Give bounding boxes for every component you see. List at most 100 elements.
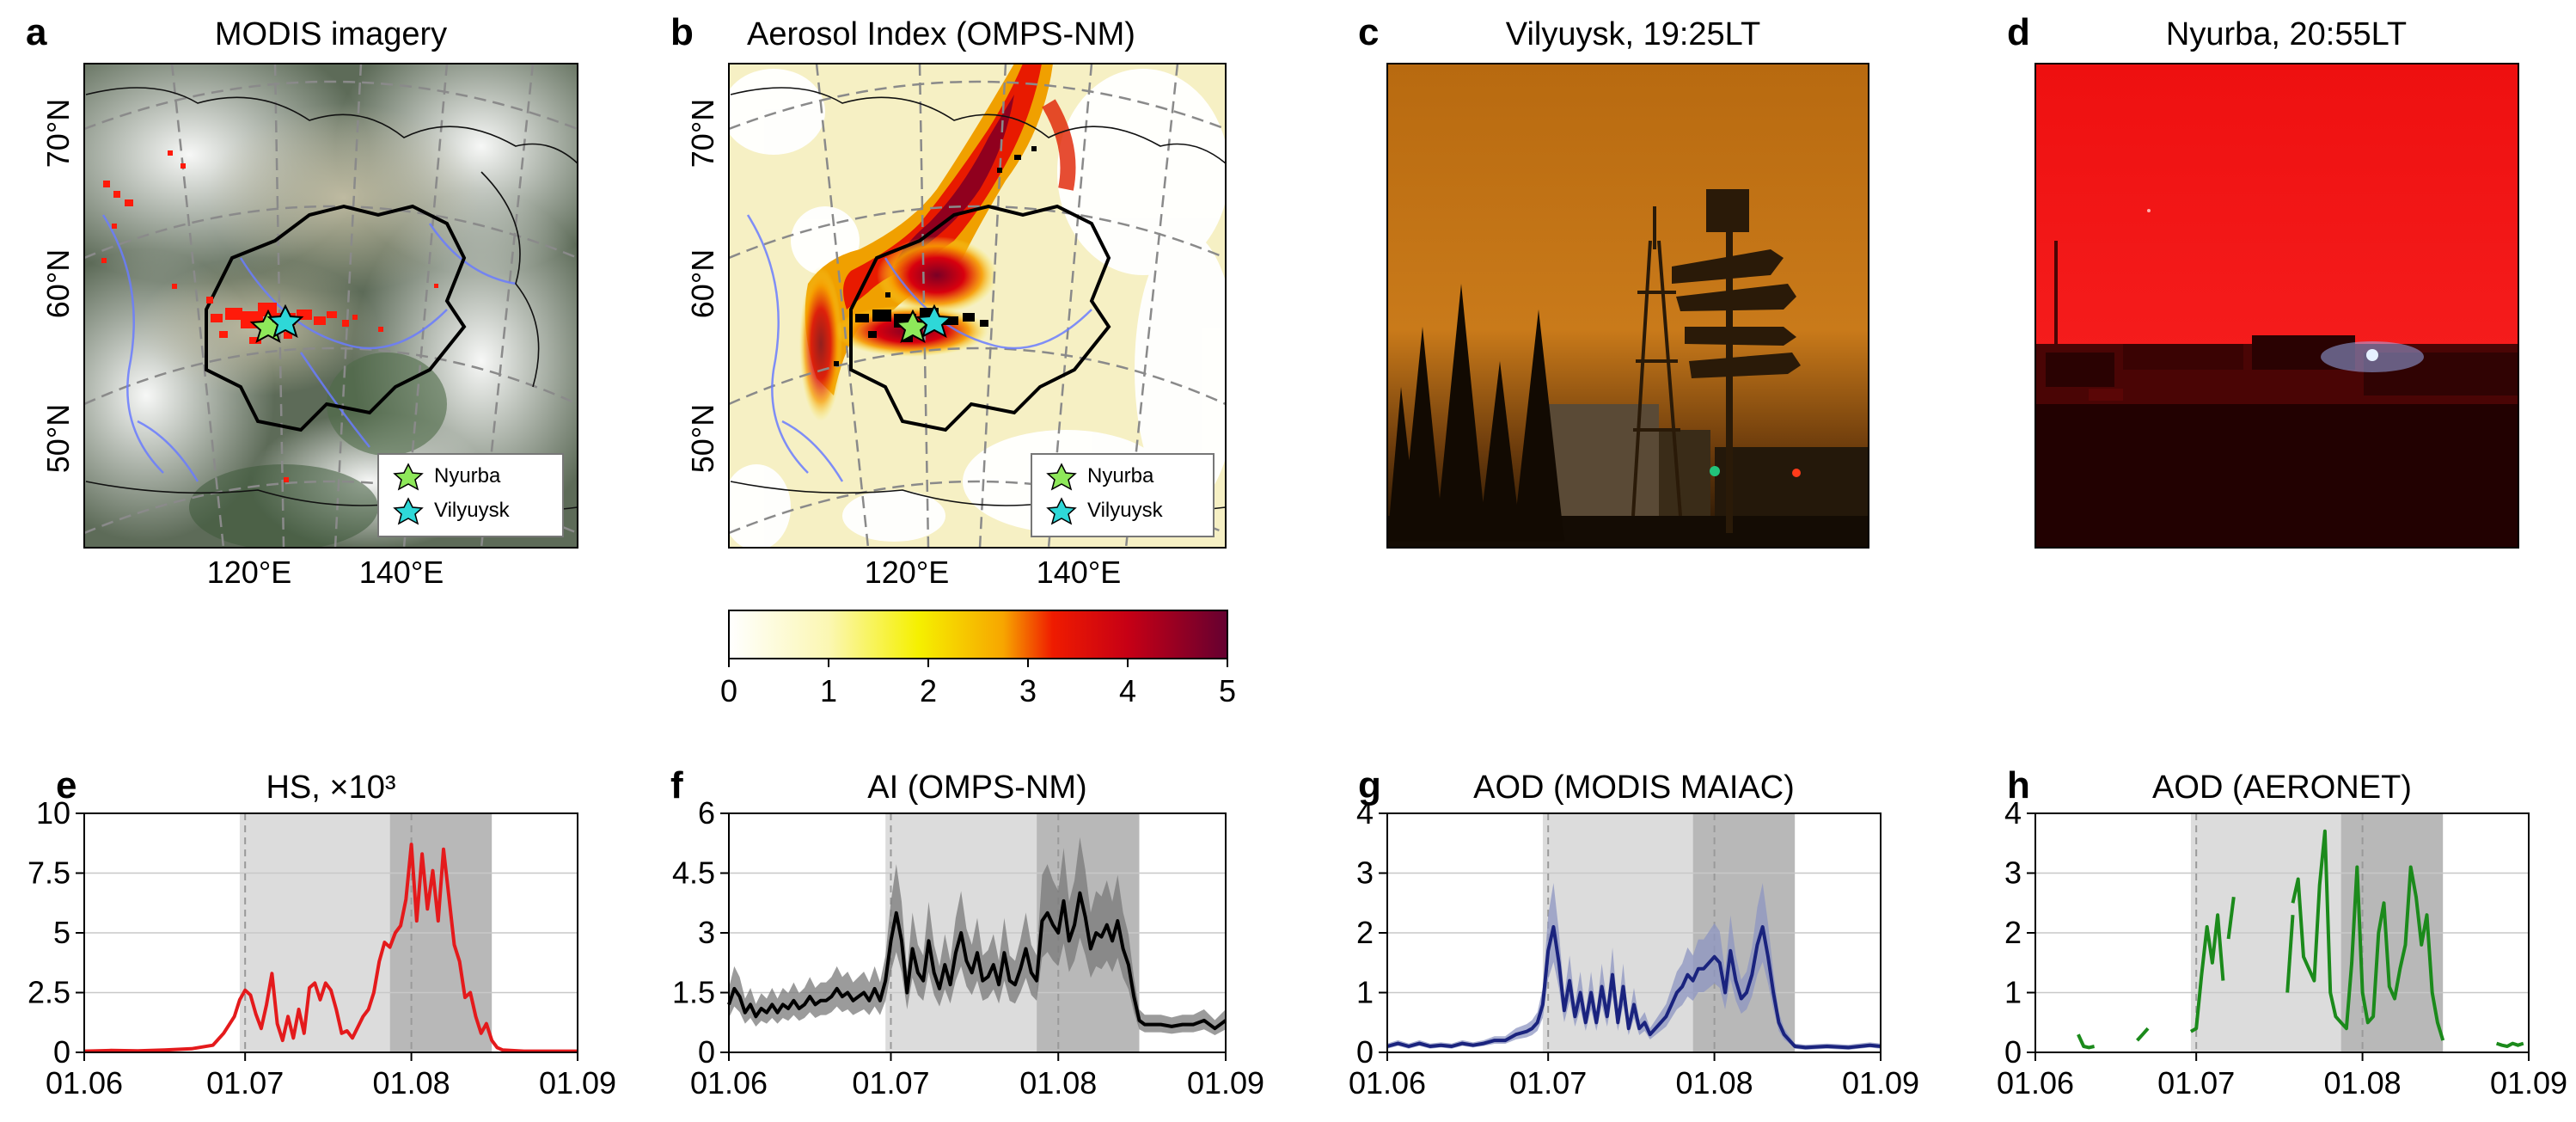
panel-label-c: c bbox=[1358, 11, 1379, 53]
x-tick-label: 01.07 bbox=[852, 1065, 929, 1101]
panel-d: d Nyurba, 20:55LT bbox=[2007, 11, 2519, 549]
y-tick-label: 0 bbox=[1356, 1034, 1374, 1070]
series-line bbox=[2077, 1033, 2096, 1050]
lat-tick-a-50: 50°N bbox=[40, 404, 76, 473]
legend-star-vilyuysk-a bbox=[393, 497, 424, 525]
y-tick-label: 1 bbox=[1356, 975, 1374, 1010]
panel-a: a MODIS imagery bbox=[26, 11, 578, 590]
x-tick-label: 01.08 bbox=[373, 1065, 450, 1101]
colorbar-tick-label: 2 bbox=[920, 673, 937, 708]
x-tick-label: 01.07 bbox=[2157, 1065, 2235, 1101]
chart-h: h AOD (AERONET) 0 1 2 3 4 01.06 01.07 01.08 01.09 bbox=[1997, 764, 2567, 1101]
colorbar-tick-label: 0 bbox=[720, 673, 737, 708]
lat-tick-a-70: 70°N bbox=[40, 99, 76, 168]
y-tick-label: 4.5 bbox=[672, 855, 715, 891]
lon-tick-a-120: 120°E bbox=[207, 555, 291, 590]
x-tick-label: 01.09 bbox=[2490, 1065, 2567, 1101]
x-tick-label: 01.06 bbox=[1997, 1065, 2074, 1101]
lat-tick-b-70: 70°N bbox=[685, 99, 720, 168]
colorbar-tick-label: 5 bbox=[1219, 673, 1236, 708]
panel-b: b Aerosol Index (OMPS-NM) bbox=[670, 11, 1236, 708]
x-tick-label: 01.08 bbox=[1019, 1065, 1097, 1101]
panel-title-c: Vilyuysk, 19:25LT bbox=[1506, 16, 1760, 52]
legend-a: Nyurba Vilyuysk bbox=[377, 453, 564, 537]
y-tick-label: 4 bbox=[1356, 795, 1374, 831]
panel-label-h: h bbox=[2007, 764, 2030, 806]
series-line bbox=[2226, 897, 2236, 940]
lat-tick-a-60: 60°N bbox=[40, 249, 76, 318]
colorbar-tick-label: 1 bbox=[820, 673, 837, 708]
lat-tick-b-50: 50°N bbox=[685, 404, 720, 473]
y-tick-label: 6 bbox=[698, 795, 715, 831]
uncertainty-band bbox=[729, 837, 1226, 1035]
chart-title-g: AOD (MODIS MAIAC) bbox=[1473, 769, 1795, 806]
series-line bbox=[2189, 913, 2225, 1033]
legend-b: Nyurba Vilyuysk bbox=[1031, 453, 1215, 537]
panel-label-a: a bbox=[26, 11, 47, 53]
legend-text-nyurba-b: Nyurba bbox=[1087, 464, 1154, 487]
panel-title-d: Nyurba, 20:55LT bbox=[2166, 16, 2407, 52]
panel-title-a: MODIS imagery bbox=[215, 16, 447, 52]
x-tick-label: 01.09 bbox=[1187, 1065, 1264, 1101]
y-tick-label: 3 bbox=[698, 915, 715, 950]
colorbar-ticks: 0 1 2 3 4 5 bbox=[720, 659, 1236, 708]
legend-star-nyurba-b bbox=[1046, 463, 1077, 491]
series-line bbox=[2285, 915, 2295, 993]
x-tick-label: 01.06 bbox=[46, 1065, 123, 1101]
panel-label-d: d bbox=[2007, 11, 2030, 53]
nyurba-photo bbox=[2035, 64, 2518, 548]
series-line bbox=[2291, 829, 2445, 1041]
vilyuysk-star-b bbox=[915, 303, 953, 339]
series-line bbox=[2136, 1027, 2150, 1042]
chart-e: e HS, ×10³ 0 2.5 5 7.5 10 01.06 01.07 01.08 01.09 bbox=[28, 764, 616, 1101]
y-tick-label: 2.5 bbox=[28, 975, 70, 1010]
x-tick-label: 01.09 bbox=[539, 1065, 616, 1101]
chart-g: g AOD (MODIS MAIAC) 0 1 2 3 4 01.06 01.07 01.08 01… bbox=[1349, 764, 1919, 1101]
y-tick-label: 3 bbox=[1356, 855, 1374, 891]
legend-text-vilyuysk-a: Vilyuysk bbox=[434, 499, 511, 522]
y-tick-label: 1.5 bbox=[672, 975, 715, 1010]
colorbar-tick-label: 3 bbox=[1019, 673, 1037, 708]
y-tick-label: 0 bbox=[698, 1034, 715, 1070]
panel-label-e: e bbox=[56, 764, 76, 806]
chart-title-f: AI (OMPS-NM) bbox=[867, 769, 1086, 806]
legend-star-vilyuysk-b bbox=[1046, 497, 1077, 525]
series-line bbox=[83, 843, 578, 1053]
y-tick-label: 4 bbox=[2004, 795, 2022, 831]
y-tick-label: 5 bbox=[53, 915, 70, 950]
legend-text-nyurba-a: Nyurba bbox=[434, 464, 501, 487]
vilyuysk-star-a bbox=[266, 303, 304, 339]
panel-label-b: b bbox=[670, 11, 694, 53]
lon-tick-b-120: 120°E bbox=[865, 555, 949, 590]
y-tick-label: 3 bbox=[2004, 855, 2022, 891]
chart-title-e: HS, ×10³ bbox=[266, 769, 395, 806]
series-line bbox=[727, 891, 1227, 1031]
y-tick-label: 0 bbox=[2004, 1034, 2022, 1070]
chart-f: f AI (OMPS-NM) 0 1.5 3 4.5 6 01.06 01.07 01.08 01.… bbox=[670, 764, 1264, 1101]
y-tick-label: 2 bbox=[1356, 915, 1374, 950]
x-tick-label: 01.07 bbox=[1509, 1065, 1587, 1101]
x-tick-label: 01.09 bbox=[1842, 1065, 1919, 1101]
x-tick-label: 01.08 bbox=[1676, 1065, 1753, 1101]
vilyuysk-photo bbox=[1387, 64, 1869, 548]
colorbar-tick-label: 4 bbox=[1119, 673, 1136, 708]
series-line bbox=[1386, 925, 1882, 1050]
panel-label-f: f bbox=[670, 764, 683, 806]
colorbar-gradient bbox=[728, 610, 1228, 659]
lat-tick-b-60: 60°N bbox=[685, 249, 720, 318]
lon-tick-b-140: 140°E bbox=[1037, 555, 1121, 590]
x-tick-label: 01.08 bbox=[2324, 1065, 2402, 1101]
panel-title-b: Aerosol Index (OMPS-NM) bbox=[747, 16, 1135, 52]
panel-c: c Vilyuysk, 19:25LT bbox=[1358, 11, 1869, 549]
uncertainty-band bbox=[1387, 882, 1881, 1051]
colorbar: 0 1 2 3 4 5 bbox=[720, 610, 1236, 708]
x-tick-label: 01.07 bbox=[206, 1065, 284, 1101]
legend-star-nyurba-a bbox=[393, 463, 424, 491]
legend-text-vilyuysk-b: Vilyuysk bbox=[1087, 499, 1164, 522]
y-tick-label: 7.5 bbox=[28, 855, 70, 891]
x-tick-label: 01.06 bbox=[1349, 1065, 1426, 1101]
panel-label-g: g bbox=[1358, 764, 1381, 806]
y-tick-label: 0 bbox=[53, 1034, 70, 1070]
